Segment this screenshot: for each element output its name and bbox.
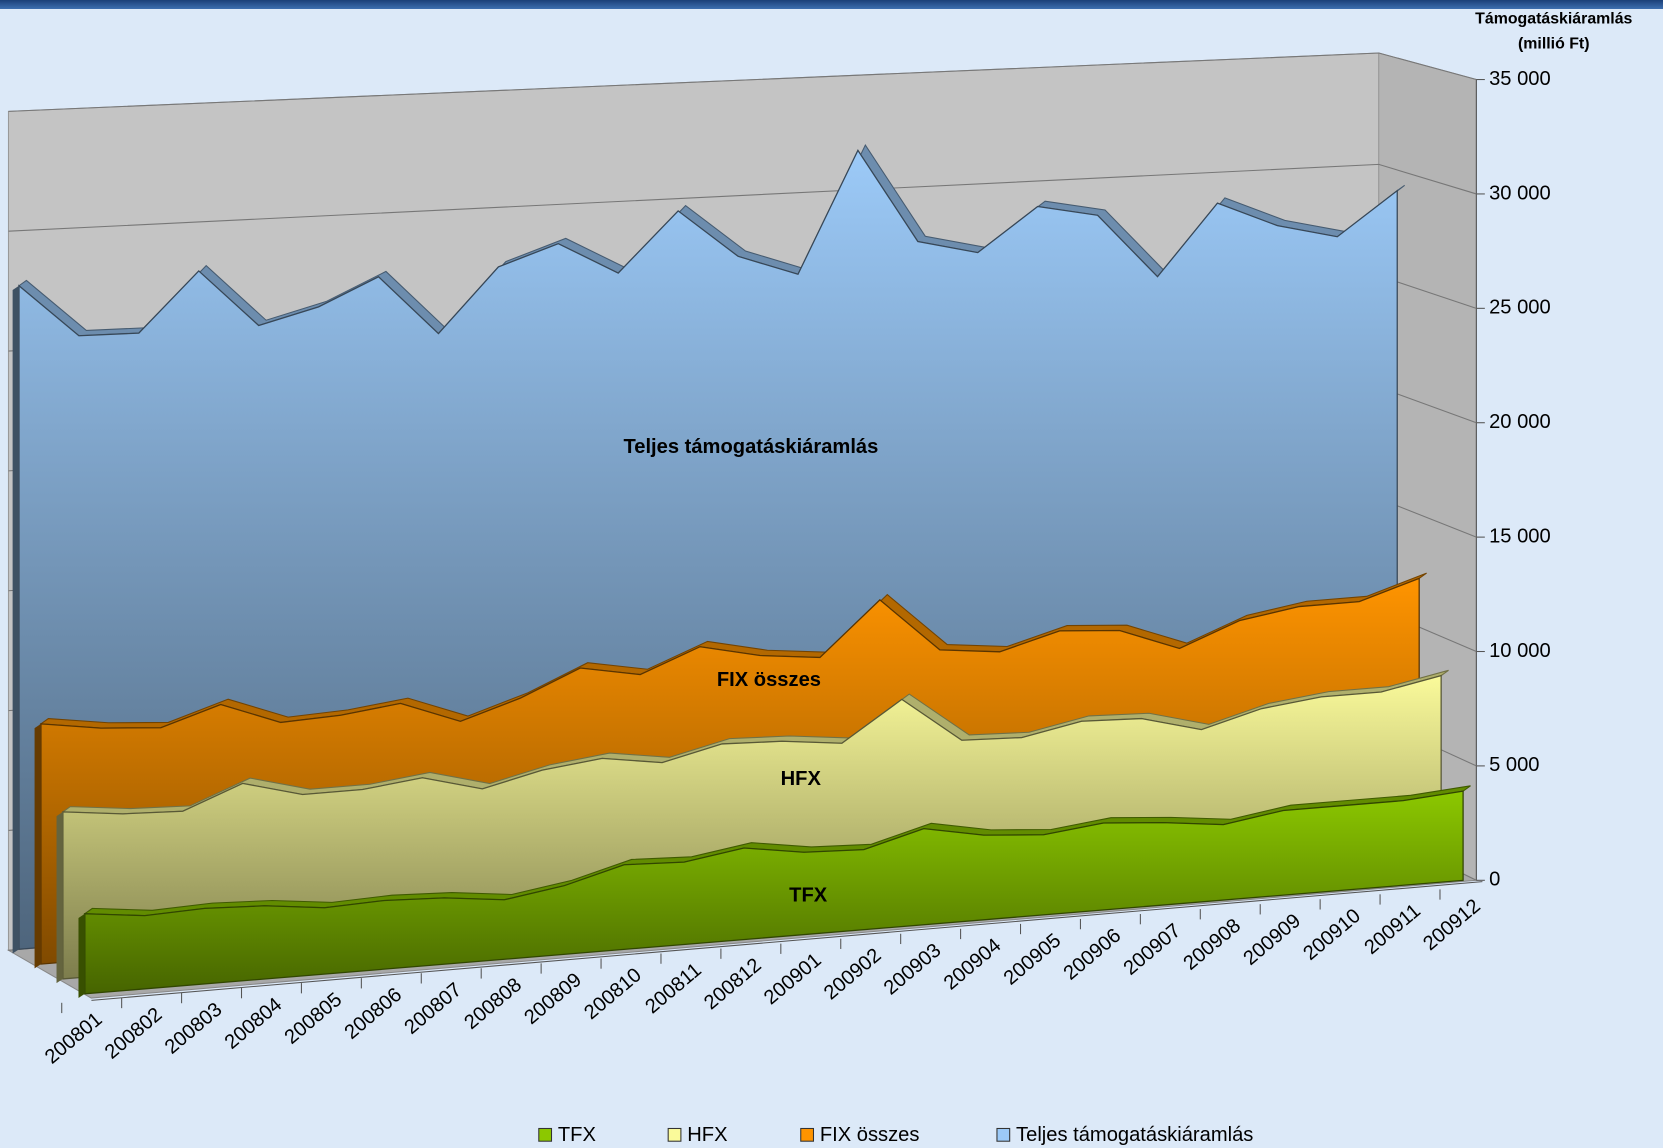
y-tick-label: 15 000 — [1489, 525, 1551, 547]
x-tick-label: 200802 — [101, 1003, 167, 1063]
x-tick-label: 200907 — [1120, 920, 1186, 980]
y-axis-title: Támogatáskiáramlás — [1475, 10, 1632, 27]
y-tick-label: 10 000 — [1489, 640, 1551, 662]
area-side — [12, 285, 19, 954]
y-tick-label: 5 000 — [1489, 754, 1539, 776]
x-tick-label: 200911 — [1360, 900, 1424, 959]
x-axis — [91, 881, 1483, 1001]
legend-swatch — [996, 1127, 1011, 1142]
legend-label: Teljes támogatáskiáramlás — [1016, 1124, 1253, 1146]
x-tick-label: 200801 — [41, 1008, 107, 1068]
x-tick-label: 200810 — [580, 964, 646, 1024]
legend-label: TFX — [558, 1124, 597, 1146]
x-tick-label: 200806 — [341, 984, 407, 1044]
series-label: Teljes támogatáskiáramlás — [623, 436, 878, 458]
y-tick-label: 0 — [1489, 869, 1500, 891]
legend-label: FIX összes — [820, 1124, 920, 1146]
x-tick-label: 200904 — [940, 934, 1006, 994]
x-tick-label: 200901 — [760, 949, 826, 1009]
y-tick-label: 25 000 — [1489, 297, 1551, 319]
x-tick-label: 200807 — [400, 979, 466, 1039]
x-tick-label: 200903 — [880, 939, 946, 999]
series-label: HFX — [781, 768, 822, 790]
x-tick-label: 200908 — [1179, 915, 1245, 975]
plot-area: Támogatáskiáramlás (millió Ft) 0 5 000 10 … — [6, 10, 1633, 1146]
y-tick-label: 35 000 — [1489, 68, 1551, 90]
area-side — [78, 913, 85, 999]
legend-swatch — [800, 1127, 815, 1142]
legend-swatch — [667, 1127, 682, 1142]
x-tick-label: 200906 — [1060, 925, 1126, 985]
series-label: FIX összes — [717, 669, 821, 691]
area — [84, 790, 1464, 995]
x-tick-label: 200811 — [641, 959, 705, 1018]
area-side — [34, 723, 41, 969]
x-tick-label: 200910 — [1299, 905, 1365, 965]
grid-line — [8, 163, 1477, 232]
x-tick-label: 200809 — [520, 969, 586, 1029]
x-tick-label: 200805 — [281, 989, 347, 1049]
x-tick-label: 200909 — [1239, 910, 1305, 970]
area-side — [56, 811, 63, 984]
y-tick-label: 30 000 — [1489, 182, 1551, 204]
x-tick-label: 200803 — [161, 999, 227, 1059]
y-axis-title: (millió Ft) — [1518, 36, 1590, 53]
x-tick-label: 200812 — [700, 954, 766, 1014]
series-label: TFX — [789, 885, 828, 907]
legend-label: HFX — [687, 1124, 728, 1146]
x-tick-label: 200902 — [820, 944, 886, 1004]
x-tick-label: 200808 — [460, 974, 526, 1034]
x-tick-label: 200912 — [1419, 895, 1485, 955]
x-tick-label: 200905 — [1000, 929, 1066, 989]
top-band — [0, 0, 1663, 9]
legend-swatch — [538, 1127, 553, 1142]
grid-line — [8, 52, 1477, 112]
y-tick-label: 20 000 — [1489, 411, 1551, 433]
x-tick-label: 200804 — [221, 994, 287, 1054]
